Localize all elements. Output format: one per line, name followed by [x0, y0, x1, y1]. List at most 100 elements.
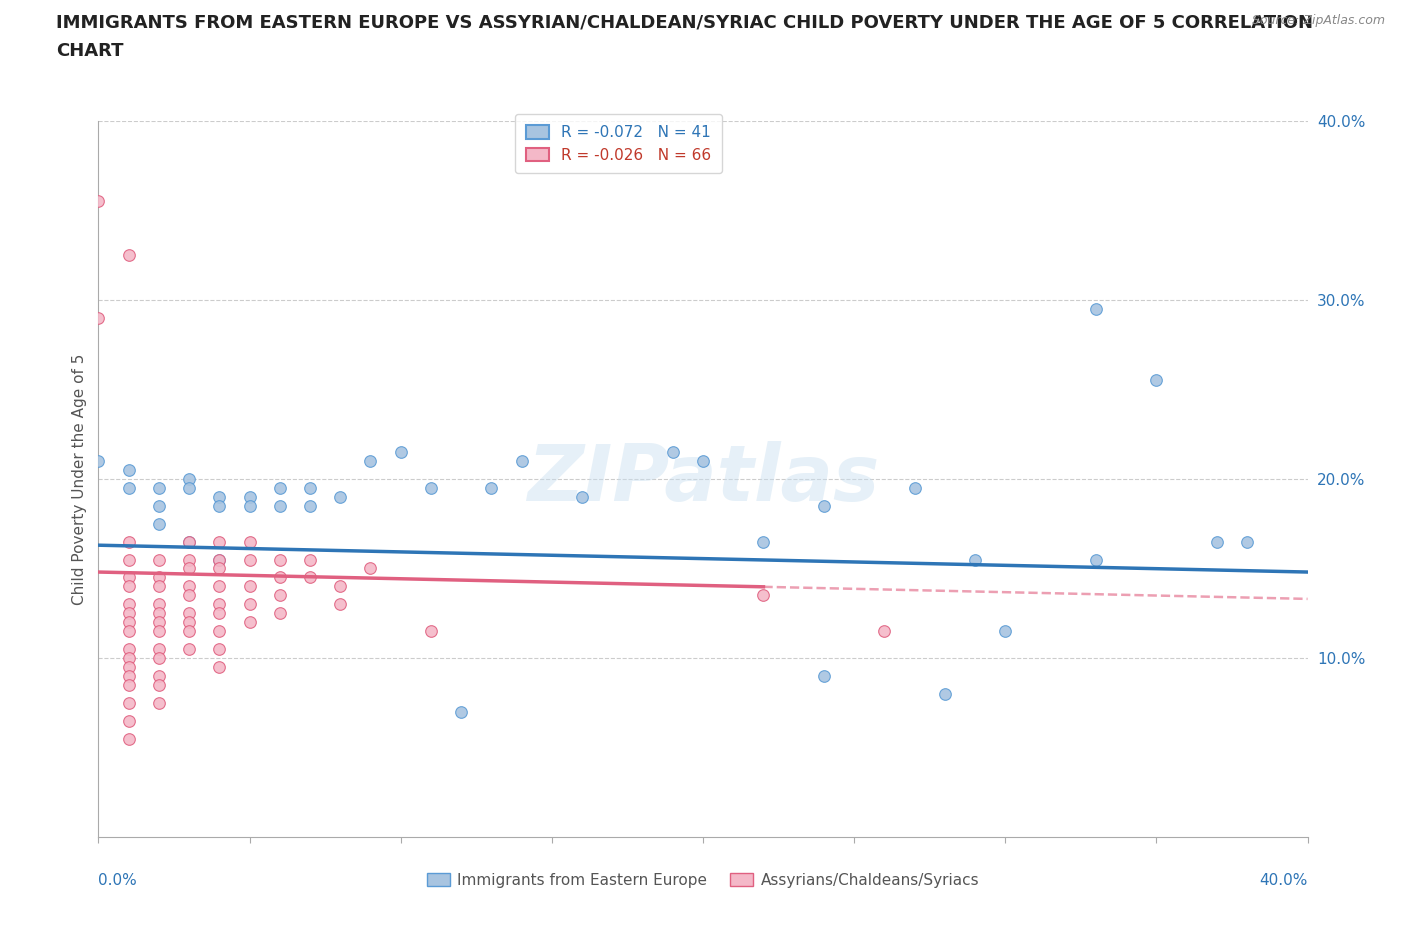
- Point: [208, 659, 231, 674]
- Point: [118, 481, 141, 496]
- Point: [148, 651, 170, 666]
- Point: [118, 247, 141, 262]
- Point: [269, 481, 291, 496]
- Point: [208, 489, 231, 504]
- Point: [179, 534, 201, 549]
- Point: [1085, 552, 1108, 567]
- Text: IMMIGRANTS FROM EASTERN EUROPE VS ASSYRIAN/CHALDEAN/SYRIAC CHILD POVERTY UNDER T: IMMIGRANTS FROM EASTERN EUROPE VS ASSYRI…: [56, 14, 1313, 32]
- Point: [87, 454, 110, 469]
- Point: [118, 731, 141, 746]
- Point: [118, 597, 141, 612]
- Point: [813, 669, 835, 684]
- Point: [269, 588, 291, 603]
- Point: [692, 454, 714, 469]
- Point: [179, 481, 201, 496]
- Point: [239, 597, 262, 612]
- Point: [87, 311, 110, 325]
- Point: [179, 605, 201, 620]
- Point: [481, 481, 503, 496]
- Point: [873, 624, 896, 639]
- Point: [299, 552, 322, 567]
- Point: [661, 445, 683, 459]
- Point: [179, 472, 201, 486]
- Point: [239, 498, 262, 513]
- Point: [118, 659, 141, 674]
- Point: [118, 624, 141, 639]
- Point: [208, 552, 231, 567]
- Point: [208, 561, 231, 576]
- Point: [118, 605, 141, 620]
- Point: [299, 570, 322, 585]
- Point: [148, 615, 170, 630]
- Y-axis label: Child Poverty Under the Age of 5: Child Poverty Under the Age of 5: [72, 353, 87, 604]
- Point: [571, 489, 593, 504]
- Point: [148, 624, 170, 639]
- Point: [208, 534, 231, 549]
- Text: CHART: CHART: [56, 42, 124, 60]
- Legend: Immigrants from Eastern Europe, Assyrians/Chaldeans/Syriacs: Immigrants from Eastern Europe, Assyrian…: [420, 867, 986, 894]
- Point: [1144, 373, 1167, 388]
- Point: [118, 642, 141, 657]
- Point: [329, 578, 352, 594]
- Point: [360, 561, 382, 576]
- Point: [269, 570, 291, 585]
- Point: [813, 498, 835, 513]
- Point: [1206, 534, 1229, 549]
- Point: [148, 578, 170, 594]
- Point: [329, 489, 352, 504]
- Text: 0.0%: 0.0%: [98, 872, 138, 888]
- Point: [269, 552, 291, 567]
- Point: [148, 597, 170, 612]
- Point: [208, 624, 231, 639]
- Point: [118, 534, 141, 549]
- Point: [118, 615, 141, 630]
- Point: [118, 570, 141, 585]
- Point: [299, 498, 322, 513]
- Point: [118, 552, 141, 567]
- Point: [118, 713, 141, 728]
- Text: Source: ZipAtlas.com: Source: ZipAtlas.com: [1251, 14, 1385, 27]
- Point: [389, 445, 412, 459]
- Point: [752, 588, 775, 603]
- Point: [239, 615, 262, 630]
- Point: [239, 552, 262, 567]
- Point: [239, 489, 262, 504]
- Point: [904, 481, 927, 496]
- Point: [179, 578, 201, 594]
- Point: [118, 578, 141, 594]
- Point: [179, 588, 201, 603]
- Point: [239, 534, 262, 549]
- Point: [118, 462, 141, 477]
- Point: [299, 481, 322, 496]
- Point: [208, 578, 231, 594]
- Point: [420, 481, 443, 496]
- Point: [148, 696, 170, 711]
- Point: [179, 615, 201, 630]
- Point: [994, 624, 1017, 639]
- Point: [179, 552, 201, 567]
- Point: [148, 605, 170, 620]
- Point: [118, 651, 141, 666]
- Point: [420, 624, 443, 639]
- Point: [208, 552, 231, 567]
- Point: [148, 498, 170, 513]
- Point: [510, 454, 533, 469]
- Point: [1085, 301, 1108, 316]
- Text: ZIPatlas: ZIPatlas: [527, 441, 879, 517]
- Point: [208, 498, 231, 513]
- Point: [179, 534, 201, 549]
- Point: [450, 704, 472, 719]
- Point: [360, 454, 382, 469]
- Point: [148, 642, 170, 657]
- Point: [934, 686, 956, 701]
- Point: [208, 642, 231, 657]
- Point: [148, 669, 170, 684]
- Point: [148, 481, 170, 496]
- Point: [148, 677, 170, 692]
- Point: [752, 534, 775, 549]
- Point: [118, 669, 141, 684]
- Text: 40.0%: 40.0%: [1260, 872, 1308, 888]
- Point: [208, 597, 231, 612]
- Point: [269, 498, 291, 513]
- Point: [118, 696, 141, 711]
